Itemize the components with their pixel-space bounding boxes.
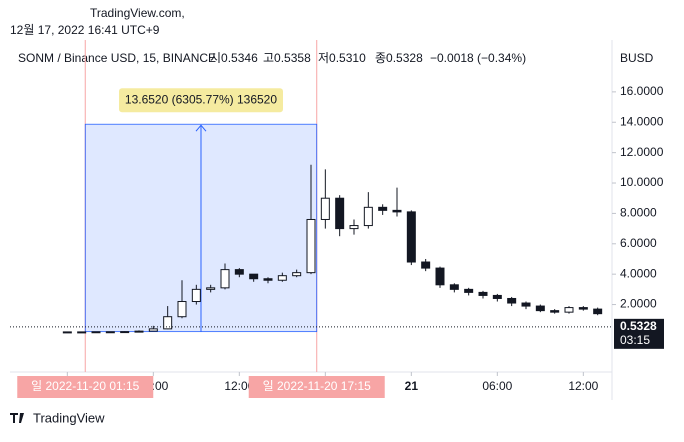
y-tick-label: 4.0000 (620, 266, 657, 280)
candle-body (234, 269, 244, 275)
candle-body (535, 305, 545, 312)
candle-body (292, 272, 302, 277)
measure-label: 13.6520 (6305.77%) 136520 (125, 92, 277, 106)
candle-body (421, 261, 431, 269)
candle-body (335, 197, 345, 230)
x-tick-label: 12:00 (568, 379, 598, 393)
cursor-label-bg (17, 376, 154, 398)
candle-body (320, 197, 330, 220)
low: 저0.5310 (318, 51, 366, 65)
symbol: SONM / Binance USD, 15, BINANCE (18, 51, 216, 65)
candle-body (163, 316, 173, 330)
candle-body (263, 278, 273, 281)
currency: BUSD (620, 51, 654, 65)
close: 종0.5328 (375, 51, 423, 65)
y-tick-label: 6.0000 (620, 236, 657, 250)
cursor-label: 일 2022-11-20 01:15 (31, 379, 140, 393)
candle-body (378, 206, 388, 211)
timestamp: 12월 17, 2022 16:41 UTC+9 (10, 23, 160, 37)
candle-body (564, 307, 574, 313)
source: TradingView.com, (90, 6, 185, 20)
candle-body (363, 206, 373, 227)
candle-body (148, 328, 158, 332)
measure-arrowhead (195, 124, 207, 132)
candle-body (120, 331, 130, 334)
candle-body (578, 307, 588, 310)
y-tick-label: 14.0000 (620, 114, 664, 128)
candle-body (435, 267, 445, 286)
candle-body (191, 288, 201, 303)
candle-body (62, 331, 72, 334)
candle-body (91, 331, 101, 334)
candle-body (406, 211, 416, 263)
y-tick-label: 2.0000 (620, 297, 657, 311)
candle-body (449, 284, 459, 290)
candle-body (306, 218, 316, 274)
candle-body (521, 302, 531, 307)
change: −0.0018 (−0.34%) (430, 51, 526, 65)
candle-body (392, 209, 402, 213)
brand: TradingView (33, 410, 105, 425)
x-tick-label: 12:00 (224, 379, 254, 393)
candle-body (105, 331, 115, 334)
y-tick-label: 8.0000 (620, 206, 657, 220)
candle-body (249, 273, 259, 280)
candle-body (464, 288, 474, 293)
candle-body (277, 275, 287, 281)
candle-body (177, 301, 187, 318)
countdown: 03:15 (620, 333, 650, 347)
candle-body (206, 287, 216, 290)
candle-body (478, 291, 488, 296)
candle-body (220, 269, 230, 289)
candle-body (77, 331, 87, 334)
measure-label-bg (118, 88, 283, 113)
open: 시0.5346 (210, 51, 258, 65)
high: 고0.5358 (263, 51, 311, 65)
y-tick-label: 10.0000 (620, 175, 664, 189)
candle-body (550, 310, 560, 313)
candle-body (492, 294, 502, 299)
x-tick-label: 21 (405, 379, 419, 393)
x-tick-label: 06:00 (482, 379, 512, 393)
last-price-bg (614, 318, 664, 349)
cursor-label-bg (248, 376, 385, 398)
footer-logo: TradingView (10, 410, 105, 425)
cursor-label: 일 2022-11-20 17:15 (263, 379, 372, 393)
y-tick-label: 12.0000 (620, 145, 664, 159)
y-tick-label: 16.0000 (620, 84, 664, 98)
candle-body (349, 225, 359, 230)
candle-body (134, 330, 144, 333)
last-price-label: 0.5328 (620, 319, 657, 333)
candle-body (507, 297, 517, 304)
candle-body (593, 308, 603, 315)
